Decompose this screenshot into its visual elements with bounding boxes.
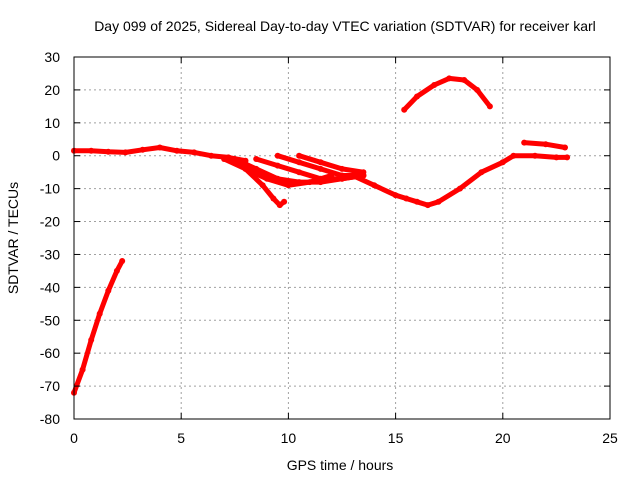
data-point (122, 149, 129, 156)
series-arc-e (242, 165, 335, 189)
data-point (317, 159, 324, 166)
data-point (173, 147, 180, 154)
x-tick-label: 5 (177, 430, 185, 446)
data-series (71, 75, 571, 396)
data-point (139, 146, 146, 153)
series-drop-near-10h (221, 156, 288, 209)
data-point (276, 202, 283, 209)
series-line (296, 153, 366, 175)
series-arc-d (296, 152, 367, 176)
data-point (474, 86, 481, 93)
y-tick-label: 20 (44, 82, 60, 98)
data-point (486, 103, 493, 110)
axis-ticks: 0 5 10 15 20 25 -80 -70 -60 -50 -40 -30 -20 -10 0 10 20 3… (40, 49, 618, 446)
data-point (564, 154, 571, 161)
x-tick-label: 0 (70, 430, 78, 446)
data-point (105, 287, 112, 294)
series-late-segment (521, 139, 568, 151)
y-tick-label: -40 (40, 279, 60, 295)
data-point (431, 82, 438, 88)
x-tick-label: 25 (602, 430, 618, 446)
data-point (264, 175, 270, 182)
data-point (401, 106, 408, 113)
data-point (510, 152, 517, 159)
data-point (156, 144, 163, 151)
data-point (424, 202, 431, 209)
series-early-steep-arc (71, 258, 126, 396)
data-point (360, 169, 367, 176)
x-tick-label: 10 (281, 430, 297, 446)
data-point (328, 172, 335, 179)
data-point (478, 169, 485, 176)
data-point (285, 182, 292, 189)
plot-frame (73, 56, 611, 420)
data-point (88, 147, 95, 154)
data-point (553, 154, 560, 161)
data-point (542, 141, 549, 148)
data-point (191, 149, 198, 156)
chart-title: Day 099 of 2025, Sidereal Day-to-day VTE… (94, 18, 596, 34)
x-tick-label: 15 (388, 430, 404, 446)
data-point (274, 162, 281, 169)
data-point (521, 139, 528, 146)
data-point (456, 185, 463, 192)
data-point (446, 75, 453, 82)
data-point (274, 152, 281, 159)
series-dip-13-to-19h (349, 152, 571, 209)
data-point (281, 198, 288, 205)
y-tick-label: -60 (40, 345, 60, 361)
data-point (231, 156, 238, 162)
data-point (339, 165, 345, 172)
data-point (414, 198, 420, 205)
data-point (306, 179, 313, 186)
data-point (435, 198, 442, 205)
data-point (403, 195, 410, 202)
data-point (392, 192, 399, 199)
data-point (317, 165, 324, 172)
data-point (371, 182, 378, 189)
data-point (349, 172, 356, 179)
data-point (79, 366, 86, 373)
y-tick-label: 30 (44, 49, 60, 65)
data-point (113, 267, 120, 274)
data-point (96, 310, 103, 317)
data-point (296, 169, 303, 176)
y-tick-label: 0 (52, 148, 60, 164)
data-point (208, 152, 215, 159)
data-point (253, 156, 260, 162)
data-point (461, 77, 468, 83)
data-point (119, 258, 126, 264)
y-tick-label: -10 (40, 181, 60, 197)
y-tick-label: -30 (40, 246, 60, 262)
data-point (499, 159, 506, 166)
y-tick-label: -20 (40, 214, 60, 230)
data-point (296, 159, 303, 166)
series-line (253, 156, 366, 182)
data-point (562, 144, 568, 151)
data-point (339, 172, 345, 179)
series-upper-arc (401, 75, 493, 113)
data-point (105, 148, 112, 155)
y-tick-label: -70 (40, 378, 60, 394)
data-point (270, 195, 277, 202)
data-point (242, 165, 249, 172)
data-point (532, 152, 538, 159)
data-point (88, 337, 95, 343)
y-tick-label: -50 (40, 312, 60, 328)
x-tick-label: 20 (495, 430, 511, 446)
data-point (414, 93, 420, 100)
data-point (259, 182, 266, 189)
y-tick-label: -80 (40, 411, 60, 427)
data-point (296, 152, 303, 159)
data-point (221, 156, 228, 162)
x-axis-label: GPS time / hours (287, 457, 394, 473)
y-tick-label: 10 (44, 115, 60, 131)
y-axis-label: SDTVAR / TECUs (5, 182, 21, 294)
